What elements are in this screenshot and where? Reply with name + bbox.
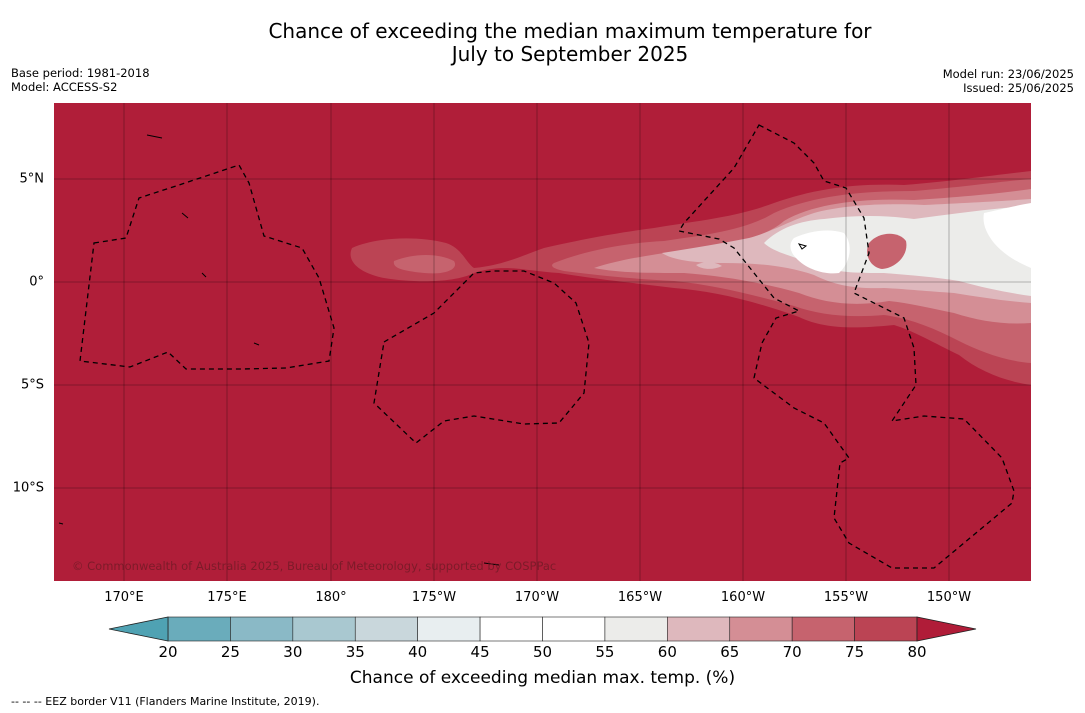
gridlines: [54, 103, 1031, 581]
colorbar-segment: [542, 616, 606, 642]
lon-label: 180°: [315, 590, 347, 605]
colorbar-tick-label: 75: [845, 643, 865, 661]
title-line-1: Chance of exceeding the median maximum t…: [268, 19, 872, 43]
contour-mid-white: [790, 230, 850, 274]
colorbar-tick-label: 55: [595, 643, 615, 661]
lat-label: 0°: [29, 274, 44, 290]
colorbar-over-arrow: [916, 616, 977, 642]
colorbar-tick-label: 35: [345, 643, 365, 661]
probability-map: [54, 103, 1031, 581]
lon-label: 155°W: [823, 590, 869, 605]
colorbar-segment: [667, 616, 731, 642]
colorbar-tick-label: 60: [657, 643, 677, 661]
colorbar-tick-label: 40: [408, 643, 428, 661]
map-title: Chance of exceeding the median maximum t…: [0, 20, 1085, 66]
lat-label: 5°N: [19, 171, 45, 187]
colorbar-segment: [417, 616, 481, 642]
title-line-2: July to September 2025: [451, 42, 689, 66]
colorbar: [108, 616, 977, 642]
issued-date: Issued: 25/06/2025: [963, 81, 1074, 95]
colorbar-segment: [729, 616, 793, 642]
contour-50: [983, 203, 1031, 268]
meta-right: Model run: 23/06/2025 Issued: 25/06/2025: [943, 67, 1074, 95]
colorbar-label: Chance of exceeding median max. temp. (%…: [349, 668, 736, 688]
colorbar-tick-label: 50: [532, 643, 553, 661]
colorbar-tick-label: 30: [283, 643, 303, 661]
colorbar-segment: [479, 616, 543, 642]
base-period: Base period: 1981-2018: [11, 66, 150, 80]
eez-legend-note: -- -- -- EEZ border V11 (Flanders Marine…: [11, 695, 320, 708]
meta-left: Base period: 1981-2018 Model: ACCESS-S2: [11, 66, 150, 94]
lon-label: 170°W: [514, 590, 560, 605]
eez-borders: [79, 124, 1015, 569]
model-run: Model run: 23/06/2025: [942, 67, 1074, 81]
lat-label: 10°S: [12, 480, 44, 496]
colorbar-tick-label: 20: [158, 643, 178, 661]
colorbar-segment: [167, 616, 231, 642]
model-name: Model: ACCESS-S2: [11, 80, 118, 94]
colorbar-segments: [167, 616, 918, 642]
colorbar-tick-label: 70: [782, 643, 802, 661]
islands: [58, 134, 808, 566]
colorbar-segment: [604, 616, 668, 642]
colorbar-under-arrow: [108, 616, 169, 642]
colorbar-segment: [791, 616, 855, 642]
colorbar-tick-label: 80: [907, 643, 927, 661]
colorbar-tick-label: 45: [470, 643, 490, 661]
lon-label: 175°W: [411, 590, 457, 605]
lon-label: 170°E: [104, 590, 144, 605]
lon-label: 175°E: [207, 590, 247, 605]
copyright-notice: © Commonwealth of Australia 2025, Bureau…: [72, 559, 557, 573]
lon-label: 150°W: [926, 590, 972, 605]
colorbar-segment: [354, 616, 418, 642]
contour-inner-70: [867, 233, 907, 269]
colorbar-segment: [230, 616, 294, 642]
colorbar-tick-label: 65: [720, 643, 740, 661]
colorbar-segment: [854, 616, 918, 642]
lon-label: 165°W: [617, 590, 663, 605]
colorbar-tick-label: 25: [220, 643, 240, 661]
lon-label: 160°W: [720, 590, 766, 605]
colorbar-segment: [292, 616, 356, 642]
map-background: [54, 103, 1031, 581]
lat-label: 5°S: [20, 377, 44, 393]
